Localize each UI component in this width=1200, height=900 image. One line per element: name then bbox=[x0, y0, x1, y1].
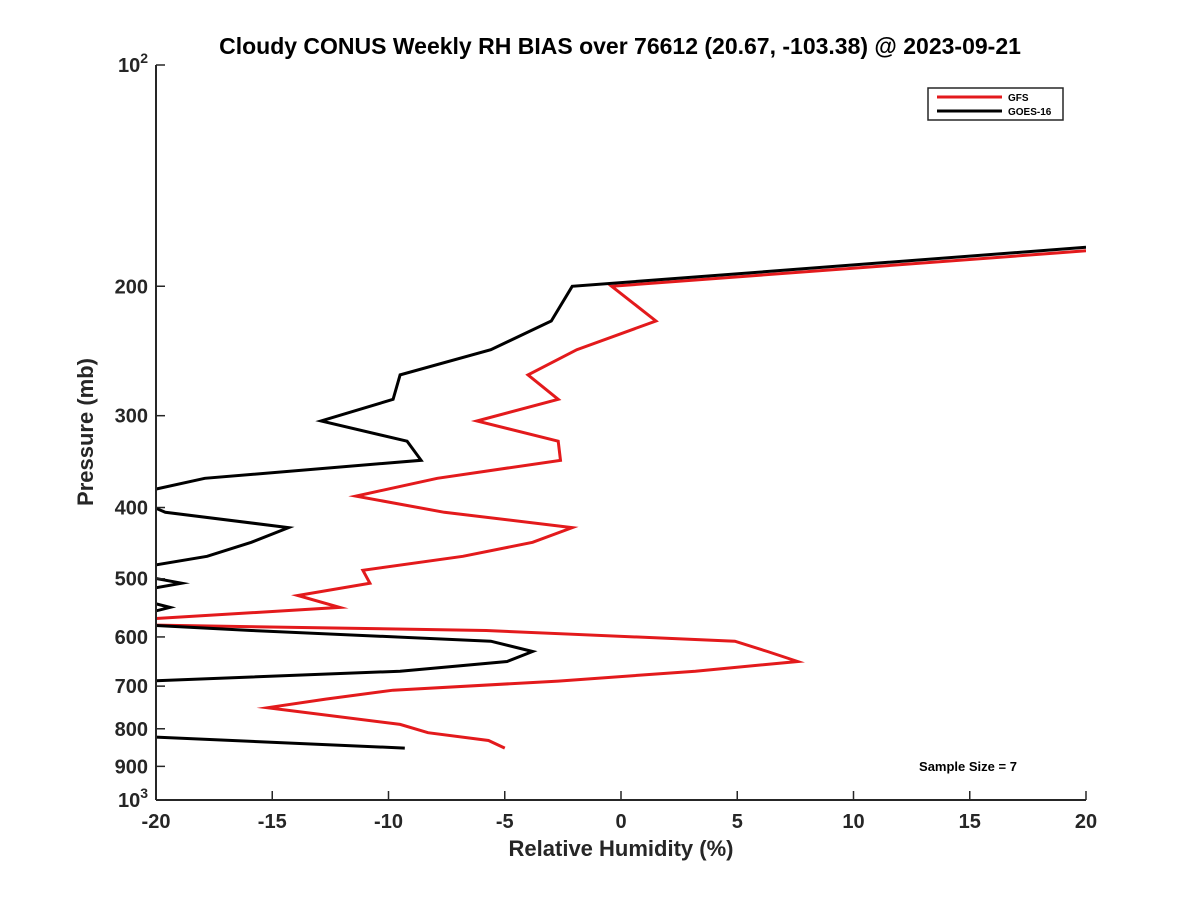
y-tick-label: 102 bbox=[118, 50, 148, 77]
legend: GFS GOES-16 bbox=[927, 87, 1064, 121]
x-tick-label: 15 bbox=[959, 811, 981, 833]
series-line-gfs bbox=[156, 249, 1086, 750]
y-tick-label: 300 bbox=[115, 406, 148, 428]
x-tick-label: 0 bbox=[615, 811, 626, 833]
chart-title: Cloudy CONUS Weekly RH BIAS over 76612 (… bbox=[219, 33, 1021, 59]
legend-gfs-label: GFS bbox=[1008, 93, 1029, 104]
sample-size-annotation: Sample Size = 7 bbox=[919, 759, 1017, 774]
series-line-goes-16 bbox=[156, 245, 1086, 750]
plot-background bbox=[156, 65, 1086, 800]
y-tick-label: 103 bbox=[118, 785, 148, 812]
x-tick-label: -15 bbox=[258, 811, 287, 833]
y-tick-label: 700 bbox=[115, 676, 148, 698]
y-tick-label: 600 bbox=[115, 627, 148, 649]
y-axis-label: Pressure (mb) bbox=[73, 358, 98, 506]
legend-box bbox=[927, 87, 1064, 121]
x-axis-label: Relative Humidity (%) bbox=[509, 836, 734, 861]
x-tick-label: -10 bbox=[374, 811, 403, 833]
y-tick-label: 500 bbox=[115, 569, 148, 591]
y-tick-label: 800 bbox=[115, 719, 148, 741]
x-tick-label: -5 bbox=[496, 811, 514, 833]
y-tick-label: 400 bbox=[115, 498, 148, 520]
y-tick-label: 900 bbox=[115, 756, 148, 778]
x-tick-label: 20 bbox=[1075, 811, 1097, 833]
x-tick-label: 5 bbox=[732, 811, 743, 833]
x-tick-label: -20 bbox=[142, 811, 171, 833]
legend-goes-label: GOES-16 bbox=[1008, 107, 1052, 118]
x-tick-label: 10 bbox=[842, 811, 864, 833]
y-tick-label: 200 bbox=[115, 276, 148, 298]
